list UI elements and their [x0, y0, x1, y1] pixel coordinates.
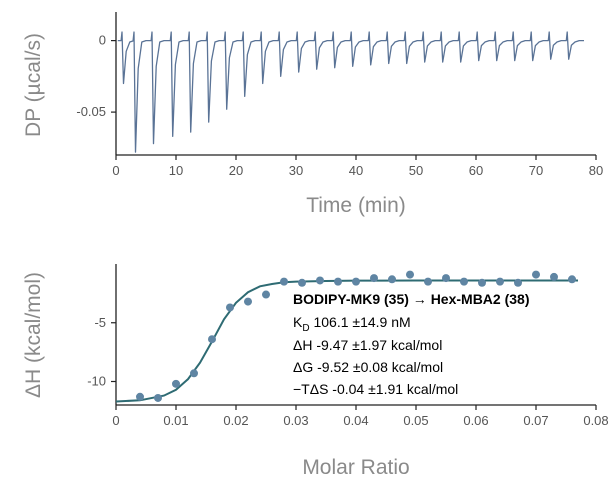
isotherm-data-point	[280, 277, 288, 286]
isotherm-x-tick-label: 0.05	[403, 413, 428, 428]
isotherm-data-point	[190, 369, 198, 378]
annotation-title: BODIPY-MK9 (35) → Hex-MBA2 (38)	[293, 291, 530, 307]
annotation-kd: KD 106.1 ±14.9 nM	[293, 314, 411, 334]
thermogram-x-tick-label: 0	[112, 163, 119, 178]
thermogram-x-tick-label: 20	[229, 163, 243, 178]
thermogram-y-title: DP (µcal/s)	[22, 33, 45, 137]
isotherm-y-title: ΔH (kcal/mol)	[22, 272, 45, 398]
annotation-kd-symbol: K	[293, 314, 303, 330]
isotherm-data-point	[532, 270, 540, 279]
isotherm-data-point	[154, 393, 162, 402]
isotherm-x-tick-label: 0.06	[463, 413, 488, 428]
isotherm-x-title: Molar Ratio	[302, 456, 409, 479]
isotherm-data-point	[406, 270, 414, 279]
isotherm-x-tick-label: 0.02	[223, 413, 248, 428]
isotherm-data-point	[496, 277, 504, 286]
isotherm-x-tick-label: 0.07	[523, 413, 548, 428]
isotherm-fit-curve	[115, 279, 578, 403]
thermogram-x-tick-label: 60	[469, 163, 483, 178]
isotherm-x-tick-label: 0.03	[283, 413, 308, 428]
isotherm-data-point	[568, 275, 576, 284]
thermogram-y-tick-label: -0.05	[76, 104, 106, 119]
thermogram-x-tick-label: 50	[409, 163, 423, 178]
fit-annotation: BODIPY-MK9 (35) → Hex-MBA2 (38) KD 106.1…	[293, 291, 530, 397]
thermogram-x-tick-label: 80	[589, 163, 603, 178]
isotherm-data-point	[208, 335, 216, 344]
isotherm-data-point	[514, 278, 522, 287]
thermogram-y-tick-label: 0	[99, 33, 106, 48]
thermogram-x-title: Time (min)	[306, 194, 406, 217]
thermogram-x-ticks: 0 10 20 30 40 50 60 70 80	[112, 155, 603, 178]
isotherm-data-point	[334, 277, 342, 286]
isotherm-x-tick-label: 0.08	[583, 413, 608, 428]
isotherm-data-point	[298, 278, 306, 287]
isotherm-x-tick-label: 0.01	[163, 413, 188, 428]
isotherm-data-point	[424, 277, 432, 286]
isotherm-data-point	[442, 274, 450, 283]
isotherm-points	[136, 270, 576, 402]
thermogram-axes	[115, 12, 596, 156]
isotherm-data-point	[172, 379, 180, 388]
isotherm-x-tick-label: 0.04	[343, 413, 368, 428]
annotation-kd-value: 106.1 ±14.9 nM	[310, 314, 411, 330]
thermogram-x-tick-label: 30	[289, 163, 303, 178]
isotherm-data-point	[388, 275, 396, 284]
isotherm-data-point	[136, 392, 144, 401]
thermogram-trace	[117, 31, 584, 153]
isotherm-panel: 0 0.01 0.02 0.03 0.04 0.05 0.06 0.07 0.08 -5-10 …	[22, 264, 609, 479]
thermogram-panel: 0 10 20 30 40 50 60 70 80 0 -0.05 Time (min) DP (…	[22, 12, 603, 217]
isotherm-data-point	[244, 297, 252, 306]
isotherm-data-point	[550, 272, 558, 281]
isotherm-y-ticks: -5 -10	[87, 315, 116, 389]
isotherm-data-point	[460, 277, 468, 286]
annotation-dh: ΔH -9.47 ±1.97 kcal/mol	[293, 337, 442, 353]
thermogram-y-ticks: 0 -0.05	[76, 33, 116, 119]
isotherm-data-point	[226, 303, 234, 312]
annotation-tds: −TΔS -0.04 ±1.91 kcal/mol	[293, 381, 458, 397]
thermogram-x-tick-label: 10	[169, 163, 183, 178]
isotherm-x-ticks: 0 0.01 0.02 0.03 0.04 0.05 0.06 0.07 0.08	[112, 405, 609, 428]
annotation-dg: ΔG -9.52 ±0.08 kcal/mol	[293, 359, 443, 375]
isotherm-x-tick-label: 0	[112, 413, 119, 428]
annotation-kd-subscript: D	[302, 323, 309, 334]
isotherm-y-tick-label: -10	[87, 374, 106, 389]
isotherm-data-point	[352, 277, 360, 286]
isotherm-data-point	[316, 276, 324, 285]
thermogram-x-tick-label: 70	[529, 163, 543, 178]
isotherm-data-point	[262, 290, 270, 299]
isotherm-data-point	[478, 278, 486, 287]
isotherm-data-point	[370, 274, 378, 283]
isotherm-y-tick-label: -5	[94, 315, 106, 330]
thermogram-x-tick-label: 40	[349, 163, 363, 178]
